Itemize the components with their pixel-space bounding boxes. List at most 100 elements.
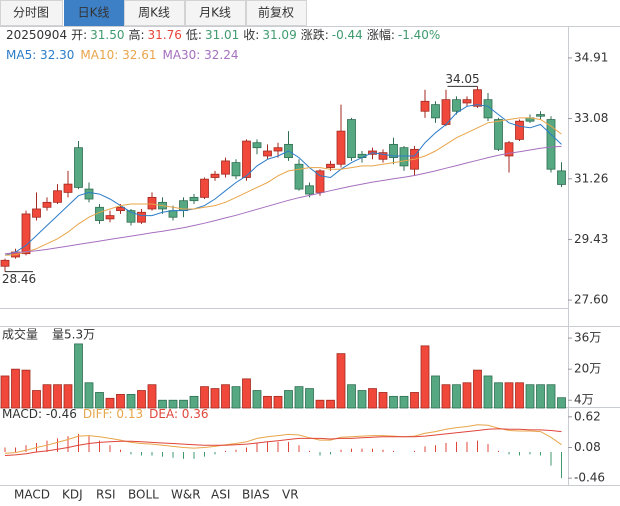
candle-body (452, 99, 461, 112)
volume-bar (179, 399, 188, 409)
info-row: 20250904 开: 31.50 高: 31.76 低: 31.01 收: 31.09 涨跌: -… (6, 27, 440, 42)
volume-bar (95, 392, 104, 409)
volume-bar (32, 390, 41, 409)
tab-bg (64, 0, 124, 26)
indicator-tab[interactable]: W&R (171, 488, 201, 502)
volume-bar (357, 390, 367, 409)
tab[interactable]: 分时图 (0, 0, 63, 26)
volume-bar (368, 388, 377, 409)
candle-body (305, 185, 314, 195)
candle-body (221, 160, 230, 175)
volume-bar (21, 369, 31, 409)
candle-body (389, 143, 398, 159)
info-label: 开: (71, 28, 87, 42)
tab-label[interactable]: 前复权 (258, 5, 294, 20)
volume-bar (242, 378, 251, 409)
tab-label[interactable]: 周K线 (138, 6, 170, 20)
candle-body (53, 190, 62, 203)
volume-bar (11, 368, 20, 409)
candle-body (473, 89, 482, 107)
tab[interactable]: 前复权 (246, 0, 307, 26)
candle-body (252, 142, 262, 149)
volume-bar (0, 375, 10, 409)
legend-entry: DEA: 0.36 (149, 407, 208, 421)
tab[interactable]: 周K线 (124, 0, 185, 26)
volume-title: 成交量 (2, 327, 38, 342)
y-tick-label: 27.60 (574, 293, 608, 307)
ma-legend: MA5: 32.30 MA10: 32.61 MA30: 32.24 (6, 48, 239, 62)
tab-bg (124, 0, 185, 26)
volume-bar (305, 388, 314, 409)
indicator-tab[interactable]: BOLL (128, 488, 159, 502)
legend-entry: MA10: 32.61 (80, 48, 156, 62)
candle-body (504, 142, 514, 157)
volume-bar (483, 375, 493, 409)
tab[interactable]: 日K线 (64, 0, 124, 26)
tab-label[interactable]: 分时图 (13, 6, 49, 20)
ma-line (4, 117, 562, 256)
volume-bar (546, 384, 556, 409)
info-value: -1.40% (398, 28, 440, 42)
volume-bar (137, 390, 146, 409)
candle-body (431, 104, 440, 119)
candle-body (147, 196, 157, 210)
volume-bar (315, 399, 325, 409)
candle-body (63, 183, 73, 193)
y-tick-label: 0.08 (574, 440, 601, 454)
candle-body (536, 114, 545, 117)
volume-bar (273, 395, 283, 409)
info-value: 31.76 (148, 28, 182, 42)
volume-bar (263, 395, 272, 409)
volume-bar (168, 399, 178, 409)
info-label: 涨幅: (367, 27, 395, 42)
volume-bar (389, 395, 398, 409)
info-value: -0.44 (332, 28, 363, 42)
y-tick-label: 0.62 (574, 409, 601, 423)
volume-bar (494, 382, 503, 409)
volume-bar (420, 345, 430, 409)
tab-label[interactable]: 月K线 (199, 6, 231, 20)
candle-body (0, 259, 10, 267)
y-tick-label: 33.08 (574, 111, 608, 125)
candle-body (42, 201, 52, 208)
indicator-tab[interactable]: KDJ (62, 488, 83, 502)
candle-body (242, 140, 251, 178)
candle-body (210, 173, 220, 178)
tab[interactable]: 月K线 (185, 0, 246, 26)
indicator-tabs: MACD KDJ RSI BOLL W&R ASI BIAS VR (14, 488, 299, 502)
tab-label[interactable]: 日K线 (78, 6, 110, 20)
candle-body (483, 99, 493, 119)
candle-body (273, 147, 283, 152)
y-tick-label: -0.46 (574, 471, 605, 485)
indicator-tab[interactable]: ASI (211, 488, 230, 502)
volume-bar (294, 386, 304, 409)
y-tick-label: 20万 (574, 362, 601, 376)
info-value: 31.50 (90, 28, 124, 42)
indicator-tab[interactable]: RSI (96, 488, 116, 502)
candle-body (399, 147, 409, 167)
volume-bar (63, 384, 73, 409)
tab-bg (246, 0, 307, 26)
candle-body (494, 119, 503, 150)
volume-bar (347, 384, 356, 409)
indicator-tab[interactable]: MACD (14, 488, 50, 502)
candle-body (32, 208, 41, 218)
volume-bar (189, 395, 199, 409)
candle-body (546, 119, 556, 170)
y-tick-label: 34.91 (574, 50, 608, 64)
legend-entry: DIFF: 0.13 (83, 407, 143, 421)
candle-body (557, 170, 566, 185)
y-tick-label: 31.26 (574, 171, 608, 185)
indicator-tab[interactable]: VR (282, 488, 299, 502)
legend-entry: MA30: 32.24 (162, 48, 238, 62)
indicator-tab[interactable]: BIAS (242, 488, 270, 502)
candle-body (515, 120, 524, 140)
info-label: 收: (243, 28, 259, 42)
ma-line (4, 104, 562, 256)
candle-body (263, 150, 272, 157)
y-tick-label: 36万 (574, 331, 601, 345)
candle-body (105, 215, 115, 220)
